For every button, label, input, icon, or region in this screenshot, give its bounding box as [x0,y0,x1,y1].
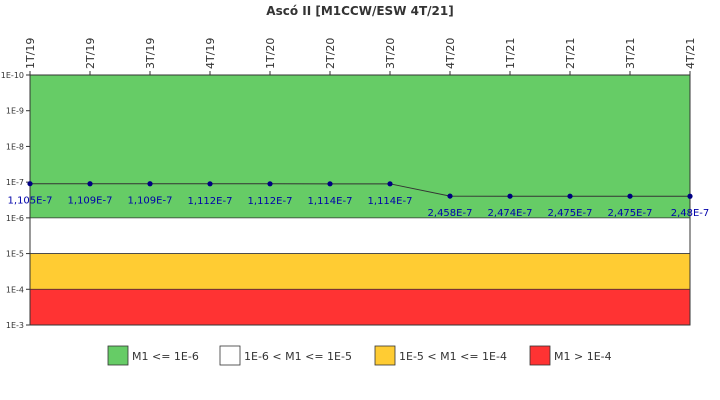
chart-title: Ascó II [M1CCW/ESW 4T/21] [266,4,453,18]
legend-swatch [219,345,241,366]
legend-label: 1E-5 < M1 <= 1E-4 [399,350,507,363]
y-tick-label: 1E-4 [6,285,24,294]
threshold-bands [30,75,690,325]
y-tick-label: 1E-10 [1,71,24,80]
data-label: 2,474E-7 [488,208,533,219]
data-label: 2,475E-7 [548,208,593,219]
x-tick-label: 1T/20 [264,38,277,69]
legend-swatch [374,345,396,366]
data-point [507,193,513,199]
x-tick-label: 1T/19 [24,38,37,69]
legend-label: M1 <= 1E-6 [132,350,199,363]
data-point [267,181,273,187]
data-point [387,181,393,187]
data-label: 1,112E-7 [248,196,293,207]
legend-label: M1 > 1E-4 [554,350,612,363]
data-point [147,181,153,187]
data-point [327,181,333,187]
y-tick-label: 1E-7 [6,178,24,187]
x-tick-label: 2T/19 [84,38,97,69]
data-label: 1,112E-7 [188,196,233,207]
data-point [207,181,213,187]
plot-frame [29,74,691,326]
x-tick-label: 3T/21 [624,38,637,69]
x-tick-label: 3T/20 [384,38,397,69]
y-tick-label: 1E-5 [6,250,24,259]
data-label: 1,109E-7 [68,196,113,207]
x-axis-ticks: 1T/19 2T/19 3T/19 4T/19 1T/20 2T/20 3T/20 4T/20… [24,38,697,75]
legend-swatch [529,345,551,366]
y-tick-label: 1E-9 [6,107,24,116]
x-tick-label: 4T/19 [204,38,217,69]
y-tick-label: 1E-8 [6,142,24,151]
x-tick-label: 2T/20 [324,38,337,69]
data-series: 1,105E-7 1,109E-7 1,109E-7 1,112E-7 1,112E-7… [8,181,710,219]
data-point [567,193,573,199]
band-0 [30,75,690,218]
x-tick-label: 1T/21 [504,38,517,69]
data-label: 1,109E-7 [128,196,173,207]
series-line [29,183,691,197]
data-point [87,181,93,187]
data-point [447,193,453,199]
band-2 [30,253,690,290]
data-point [627,193,633,199]
x-tick-label: 3T/19 [144,38,157,69]
data-point [27,181,33,187]
y-tick-label: 1E-3 [6,321,24,330]
legend: M1 <= 1E-6 1E-6 < M1 <= 1E-5 1E-5 < M1 <= … [107,345,612,366]
legend-swatch [107,345,129,366]
data-label: 1,114E-7 [308,196,353,207]
y-axis-ticks: 1E-10 1E-9 1E-8 1E-7 1E-6 1E-5 1E-4 1E-3 [1,71,30,330]
data-point [687,193,693,199]
x-tick-label: 4T/20 [444,38,457,69]
data-label: 2,48E-7 [671,208,710,219]
x-tick-label: 2T/21 [564,38,577,69]
x-tick-label: 4T/21 [684,38,697,69]
data-label: 2,458E-7 [428,208,473,219]
data-label: 2,475E-7 [608,208,653,219]
band-3 [30,289,690,325]
axes [29,74,691,326]
data-label: 1,114E-7 [368,196,413,207]
data-label: 1,105E-7 [8,196,53,207]
band-1 [30,217,690,254]
y-tick-label: 1E-6 [6,214,24,223]
legend-label: 1E-6 < M1 <= 1E-5 [244,350,352,363]
